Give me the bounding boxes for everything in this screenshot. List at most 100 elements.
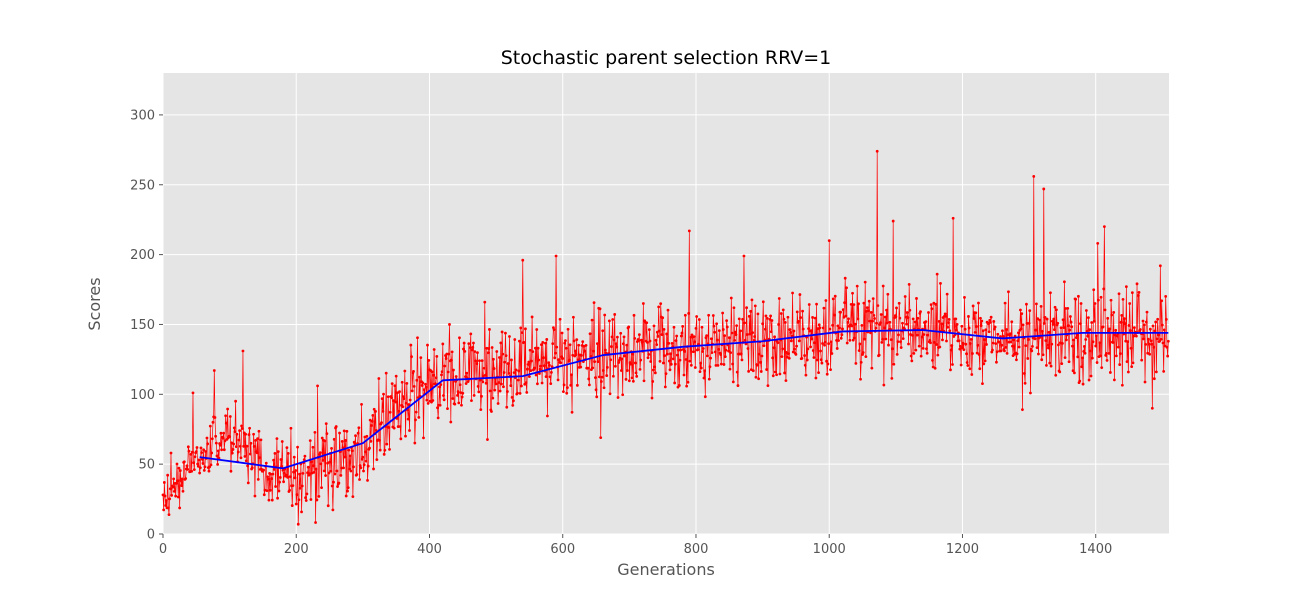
raw-score-point: [852, 303, 856, 307]
raw-score-point: [827, 342, 830, 346]
raw-score-point: [305, 492, 309, 496]
raw-score-point: [1041, 329, 1044, 333]
raw-score-point: [1126, 340, 1130, 344]
raw-score-point: [609, 358, 613, 362]
raw-score-point: [782, 317, 786, 321]
raw-score-point: [324, 422, 328, 426]
raw-score-point: [1160, 323, 1164, 327]
raw-score-point: [997, 340, 1001, 344]
raw-score-point: [272, 467, 276, 471]
raw-score-point: [667, 359, 671, 363]
raw-score-point: [573, 349, 577, 353]
raw-score-point: [490, 346, 494, 349]
raw-score-point: [593, 376, 597, 380]
raw-score-point: [412, 384, 416, 388]
raw-score-point: [450, 350, 454, 354]
raw-score-point: [508, 335, 511, 338]
raw-score-point: [599, 436, 603, 440]
raw-score-point: [332, 480, 335, 484]
raw-score-point: [246, 481, 250, 485]
raw-score-point: [483, 300, 487, 304]
raw-score-point: [657, 329, 661, 333]
raw-score-point: [511, 404, 515, 407]
y-tick-label: 50: [138, 458, 155, 473]
raw-score-point: [497, 381, 501, 384]
raw-score-point: [869, 311, 873, 314]
raw-score-point: [241, 349, 245, 353]
raw-score-point: [292, 455, 296, 459]
raw-score-point: [480, 359, 484, 363]
raw-score-point: [420, 384, 424, 387]
raw-score-point: [1143, 380, 1147, 384]
raw-score-point: [723, 355, 727, 358]
raw-score-point: [1166, 339, 1170, 343]
raw-score-point: [955, 322, 959, 326]
raw-score-point: [565, 391, 569, 395]
raw-score-point: [773, 370, 777, 374]
raw-score-point: [783, 320, 787, 324]
raw-score-point: [869, 331, 872, 335]
raw-score-point: [1044, 339, 1048, 342]
raw-score-point: [472, 393, 476, 397]
raw-score-point: [168, 497, 172, 501]
raw-score-point: [176, 479, 180, 483]
raw-score-point: [1005, 351, 1009, 355]
raw-score-point: [1094, 344, 1098, 348]
raw-score-point: [1017, 345, 1021, 349]
raw-score-point: [1037, 352, 1040, 356]
raw-score-point: [991, 341, 995, 345]
raw-score-point: [821, 326, 825, 330]
raw-score-point: [781, 347, 784, 351]
raw-score-point: [468, 346, 472, 349]
raw-score-point: [1051, 319, 1054, 323]
raw-score-point: [697, 318, 701, 321]
raw-score-point: [282, 471, 286, 475]
raw-score-point: [541, 341, 545, 344]
raw-score-point: [202, 468, 206, 472]
raw-score-point: [995, 350, 999, 354]
raw-score-point: [1159, 337, 1163, 341]
raw-score-point: [737, 317, 741, 321]
raw-score-point: [747, 314, 751, 318]
raw-score-point: [968, 367, 972, 371]
raw-score-point: [603, 313, 607, 317]
raw-score-point: [863, 280, 867, 284]
raw-score-point: [342, 429, 346, 433]
raw-score-point: [372, 467, 375, 471]
raw-score-point: [512, 399, 515, 403]
raw-score-point: [741, 317, 745, 321]
chart-title: Stochastic parent selection RRV=1: [501, 47, 832, 69]
raw-score-point: [472, 341, 475, 345]
raw-score-point: [745, 333, 749, 336]
raw-score-point: [870, 366, 874, 370]
raw-score-point: [1160, 299, 1164, 303]
raw-score-point: [831, 323, 834, 327]
raw-score-point: [905, 322, 908, 326]
raw-score-point: [380, 421, 383, 425]
raw-score-point: [598, 307, 602, 311]
raw-score-point: [369, 439, 373, 443]
raw-score-point: [254, 439, 258, 442]
raw-score-point: [1162, 328, 1166, 332]
raw-score-point: [412, 370, 415, 373]
raw-score-point: [451, 397, 455, 400]
raw-score-point: [178, 506, 182, 510]
raw-score-point: [820, 361, 824, 365]
raw-score-point: [835, 347, 839, 350]
raw-score-point: [871, 297, 875, 301]
raw-score-point: [309, 498, 313, 501]
raw-score-point: [899, 346, 903, 349]
raw-score-point: [655, 343, 659, 347]
raw-score-point: [570, 410, 574, 414]
raw-score-point: [1154, 370, 1158, 374]
raw-score-point: [555, 345, 559, 349]
raw-score-point: [823, 343, 826, 347]
raw-score-point: [879, 321, 882, 325]
raw-score-point: [994, 342, 998, 346]
raw-score-point: [268, 488, 272, 492]
raw-score-point: [899, 340, 902, 344]
raw-score-point: [747, 369, 751, 373]
raw-score-point: [289, 426, 293, 430]
raw-score-point: [1068, 328, 1072, 332]
raw-score-point: [562, 383, 566, 387]
